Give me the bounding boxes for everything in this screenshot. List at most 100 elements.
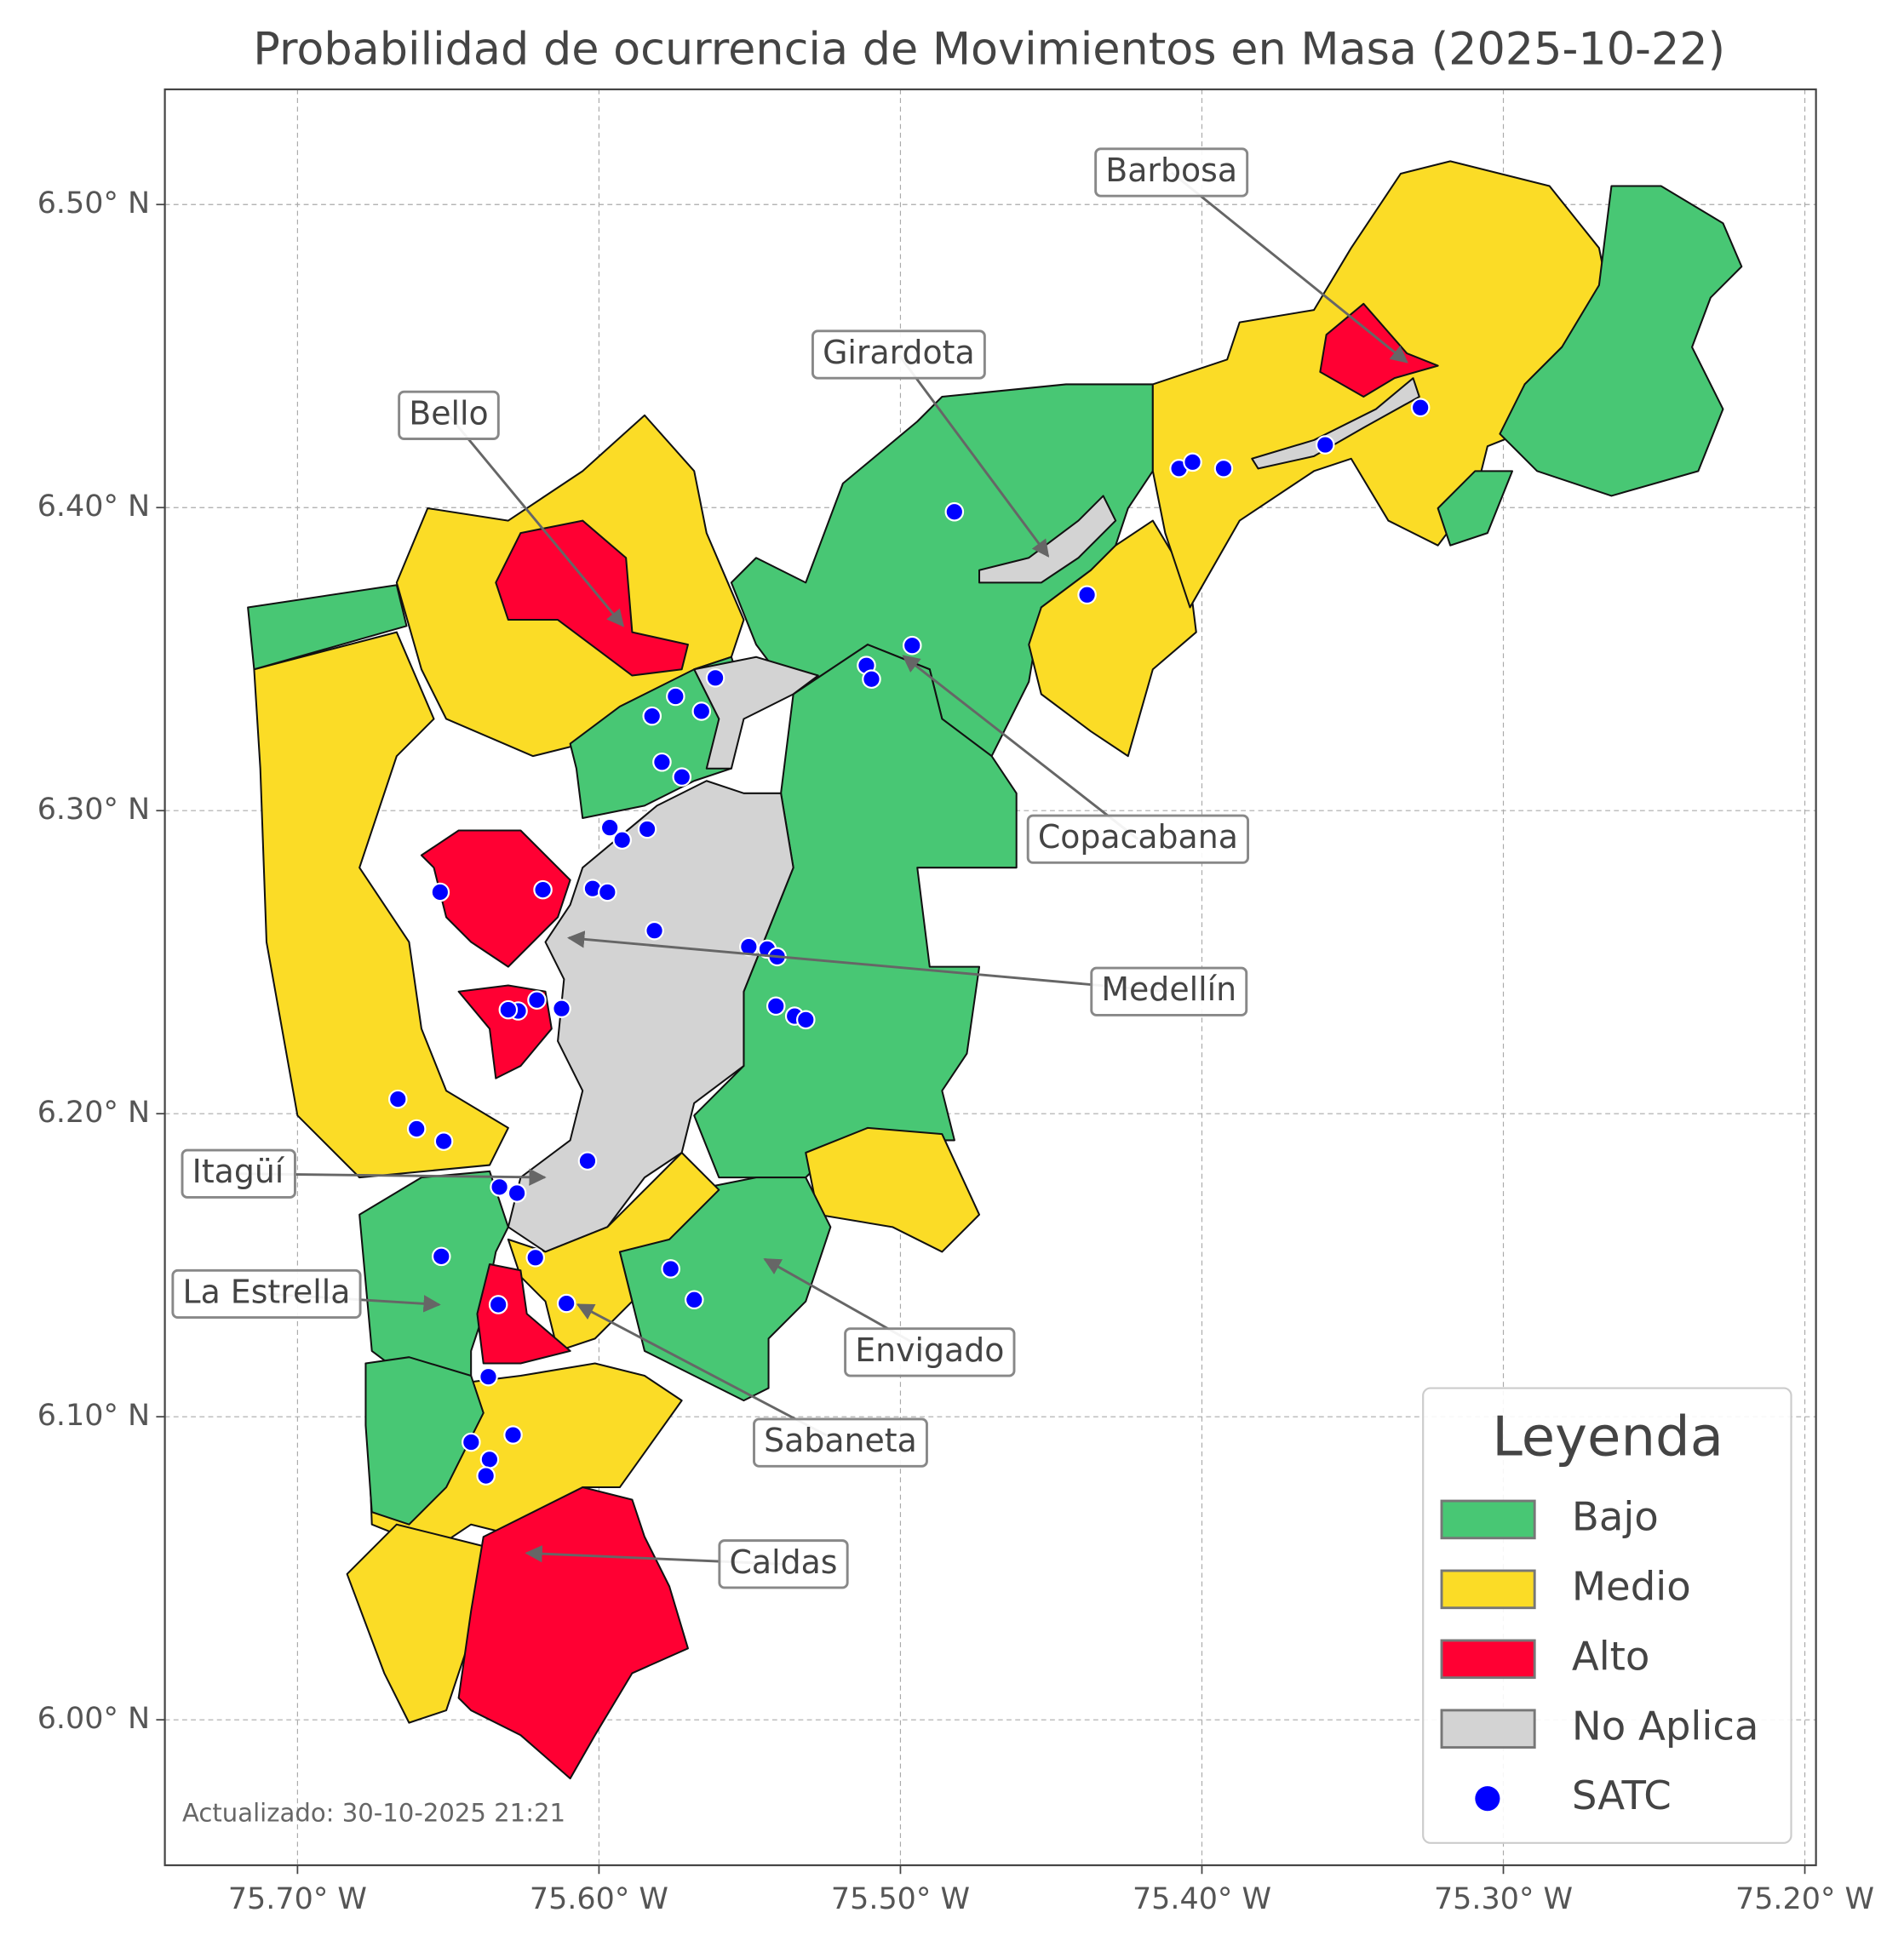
- legend-label: Bajo: [1572, 1493, 1659, 1539]
- regions: [247, 160, 1743, 1780]
- region: [457, 984, 553, 1079]
- region: [457, 1486, 689, 1780]
- region: [253, 631, 509, 1179]
- annotation-label: Barbosa: [1105, 152, 1237, 189]
- legend-label: SATC: [1572, 1772, 1672, 1818]
- x-tick-label: 75.40° W: [1133, 1882, 1271, 1916]
- annotation-arrow: [898, 353, 1050, 558]
- legend-swatch: [1440, 1709, 1536, 1749]
- region: [693, 656, 819, 770]
- region: [495, 519, 689, 677]
- satc-point: [533, 879, 553, 900]
- annotation-label: Itagüí: [192, 1153, 285, 1190]
- annotation-label: Copacabana: [1038, 818, 1238, 856]
- annotation-label: Sabaneta: [764, 1422, 917, 1459]
- x-tick-label: 75.70° W: [228, 1882, 367, 1916]
- annotation-box: [1090, 966, 1248, 1016]
- satc-point: [766, 996, 786, 1016]
- satc-point: [672, 767, 692, 787]
- region: [507, 780, 794, 1253]
- satc-point: [507, 1183, 527, 1203]
- satc-point: [902, 635, 922, 656]
- annotation: Sabaneta: [753, 1417, 928, 1468]
- satc-point: [552, 999, 571, 1018]
- y-tick-label: 6.50° N: [37, 186, 150, 220]
- satc-point: [685, 1290, 704, 1310]
- annotation: Itagüí: [181, 1148, 296, 1199]
- legend-label: Alto: [1572, 1633, 1650, 1679]
- annotation: Medellín: [1090, 966, 1248, 1016]
- annotation-box: [171, 1268, 362, 1320]
- legend-label: No Aplica: [1572, 1703, 1759, 1749]
- annotation: Barbosa: [1094, 147, 1249, 198]
- annotation: La Estrella: [171, 1268, 362, 1320]
- annotation-box: [811, 329, 986, 380]
- annotation-label: Medellín: [1101, 970, 1236, 1008]
- region: [476, 1263, 571, 1365]
- annotation-label: Bello: [409, 394, 488, 432]
- satc-point: [462, 1432, 481, 1452]
- annotation-box: [1026, 814, 1250, 864]
- annotation-arrow: [902, 655, 1139, 840]
- annotation: Envigado: [844, 1327, 1016, 1377]
- satc-point: [796, 1010, 816, 1030]
- satc-point: [527, 990, 547, 1010]
- satc-point: [498, 999, 519, 1020]
- legend-swatch: [1440, 1639, 1536, 1680]
- legend: Leyenda Bajo Medio Alto No Aplica SATC: [1422, 1387, 1792, 1844]
- satc-point: [503, 1425, 523, 1445]
- annotation: Girardota: [811, 329, 986, 380]
- satc-point: [433, 1131, 454, 1151]
- satc-point: [577, 1151, 598, 1171]
- annotations: Barbosa Girardota Bello Copacabana Medellín I…: [171, 147, 1408, 1589]
- x-tick-label: 75.20° W: [1735, 1882, 1874, 1916]
- annotation-box: [398, 390, 500, 440]
- satc-point: [637, 819, 657, 839]
- satc-point: [476, 1466, 496, 1486]
- legend-title: Leyenda: [1492, 1406, 1723, 1469]
- satc-point: [944, 501, 965, 522]
- annotation: Caldas: [718, 1539, 849, 1589]
- satc-point: [1077, 585, 1097, 605]
- region: [420, 829, 571, 968]
- axes-frame: [163, 88, 1817, 1867]
- satc-points: [387, 398, 1431, 1486]
- satc-point: [431, 1246, 451, 1267]
- satc-point: [645, 920, 664, 941]
- annotation-arrow: [447, 414, 625, 627]
- satc-point: [642, 706, 662, 726]
- satc-point: [556, 1293, 576, 1314]
- legend-swatch: [1440, 1569, 1536, 1610]
- y-tick-label: 6.30° N: [37, 793, 150, 827]
- satc-point: [705, 668, 725, 688]
- satc-point: [488, 1295, 508, 1314]
- annotation: Bello: [398, 390, 500, 440]
- annotation-arrow: [1170, 171, 1408, 364]
- y-tick-label: 6.00° N: [37, 1702, 150, 1736]
- satc-point: [1410, 398, 1431, 418]
- annotation: Copacabana: [1026, 814, 1250, 864]
- satc-point: [479, 1450, 500, 1469]
- y-tick-label: 6.10° N: [37, 1399, 150, 1433]
- satc-point: [598, 882, 617, 902]
- satc-point: [1213, 459, 1234, 478]
- region: [1251, 377, 1420, 470]
- satc-point: [599, 817, 620, 838]
- annotation-box: [718, 1539, 849, 1589]
- map-title: Probabilidad de ocurrencia de Movimiento…: [253, 23, 1725, 75]
- satc-point: [430, 882, 450, 902]
- annotation-arrow: [566, 930, 1169, 993]
- satc-point: [1183, 452, 1202, 472]
- satc-point: [479, 1366, 498, 1387]
- x-tick-label: 75.30° W: [1434, 1882, 1573, 1916]
- annotation-box: [753, 1417, 928, 1468]
- y-tick-label: 6.40° N: [37, 490, 150, 524]
- satc-point: [525, 1248, 545, 1268]
- satc-point: [1315, 435, 1335, 455]
- region: [1437, 470, 1514, 547]
- satc-point: [691, 701, 712, 721]
- satc-point: [490, 1177, 509, 1197]
- annotation-box: [181, 1148, 296, 1199]
- region: [364, 1356, 485, 1526]
